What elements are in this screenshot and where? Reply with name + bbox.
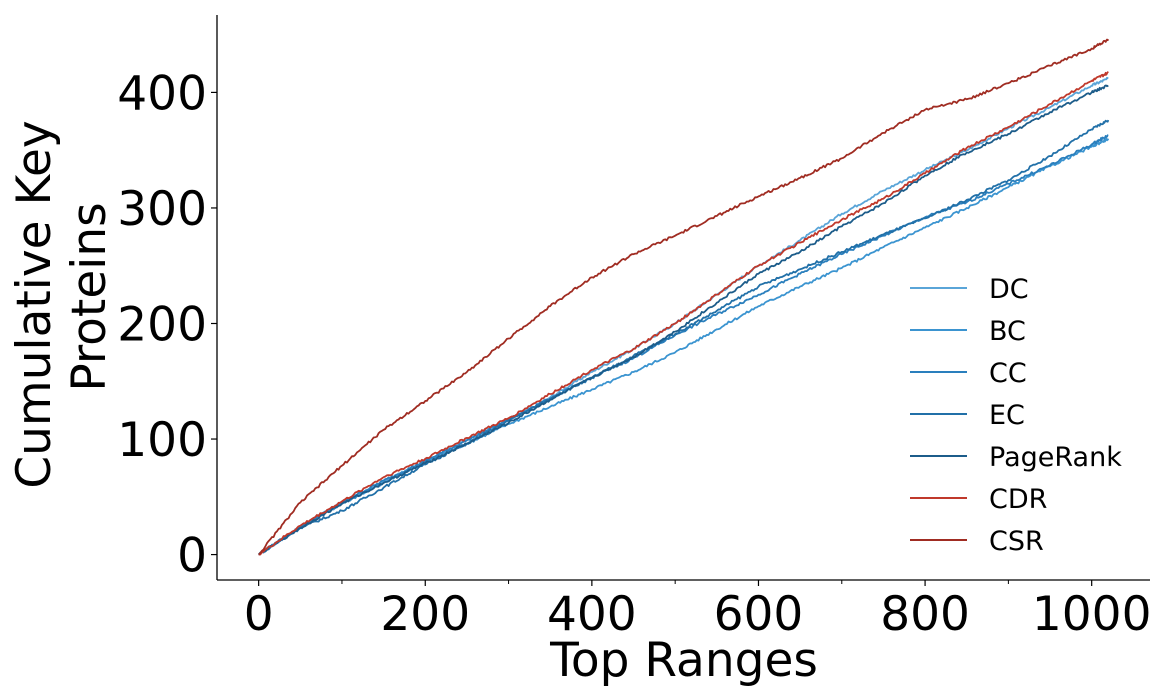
axes [216, 15, 1150, 581]
series-line-ec [258, 119, 1110, 556]
x-axis-title: Top Ranges [549, 633, 818, 688]
x-tick-label: 800 [880, 587, 970, 642]
x-tick-label: 0 [244, 587, 274, 642]
y-tick-label: 300 [117, 182, 207, 237]
series-line-cc [258, 134, 1109, 556]
x-tick-label: 600 [714, 587, 804, 642]
y-axis-title-line-1: Cumulative Key [7, 120, 62, 488]
y-axis-title-line-2: Proteins [62, 202, 117, 391]
y-ticks: 0 100 200 300 400 [117, 66, 217, 584]
legend-label-bc: BC [989, 316, 1026, 347]
y-tick-label: 400 [117, 66, 207, 121]
series-line-pagerank [258, 84, 1109, 556]
legend-label-pagerank: PageRank [989, 442, 1122, 473]
legend-label-dc: DC [989, 274, 1029, 305]
series-line-cdr [258, 71, 1109, 556]
x-tick-label: 1000 [1032, 587, 1152, 642]
legend-label-cdr: CDR [989, 484, 1047, 515]
legend: DC BC CC EC PageRank CDR CSR [910, 274, 1122, 557]
y-tick-label: 200 [117, 297, 207, 352]
x-tick-label: 200 [380, 587, 470, 642]
series-lines [257, 38, 1110, 556]
legend-label-csr: CSR [989, 526, 1044, 557]
y-tick-label: 100 [117, 413, 207, 468]
series-line-dc [257, 76, 1109, 556]
y-tick-label: 0 [177, 529, 207, 584]
series-line-bc [258, 137, 1110, 556]
series-line-csr [258, 38, 1110, 556]
x-tick-label: 400 [547, 587, 637, 642]
x-ticks: 0 200 400 600 800 1000 [244, 580, 1152, 642]
legend-label-cc: CC [989, 358, 1027, 389]
legend-label-ec: EC [989, 400, 1025, 431]
y-axis-title: Cumulative Key Proteins [7, 105, 117, 488]
